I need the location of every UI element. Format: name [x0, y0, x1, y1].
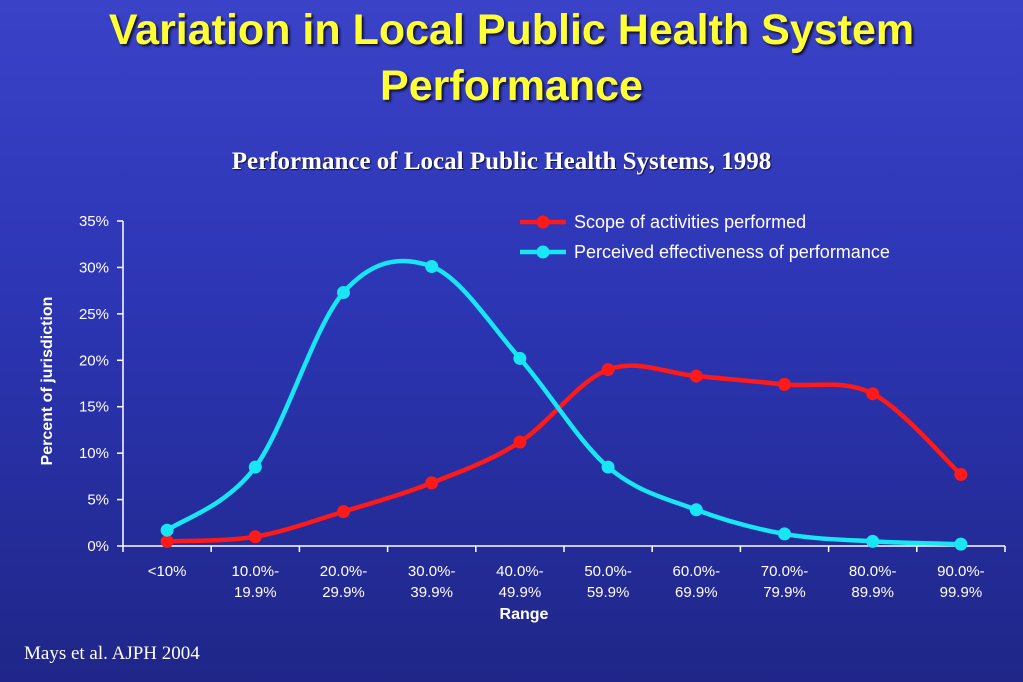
slide-title-line2: Performance	[380, 62, 643, 110]
slide-title: Variation in Local Public Health System …	[0, 2, 1023, 114]
chart-axes: 0% 5% 10% 15% 20% 25% 30% 35% <10% 10.0%-19.9% 20.…	[79, 213, 1006, 601]
data-point	[954, 537, 968, 551]
chart-title: Performance of Local Public Health Syste…	[231, 148, 772, 175]
y-tick-label: 5%	[87, 492, 109, 509]
citation: Mays et al. AJPH 2004	[24, 643, 200, 664]
data-point	[337, 286, 350, 299]
legend-swatch-marker	[536, 215, 550, 229]
y-axis-title: Percent of jurisdiction	[39, 297, 56, 466]
legend-label: Perceived effectiveness of performance	[574, 242, 890, 262]
data-point	[513, 351, 527, 365]
data-point	[425, 260, 439, 273]
data-point	[160, 523, 174, 537]
data-point	[248, 530, 262, 544]
data-point	[337, 505, 350, 519]
x-tick-label: 40.0%-49.9%	[496, 563, 544, 601]
x-tick-label: 70.0%-79.9%	[761, 563, 809, 601]
data-point	[689, 369, 703, 383]
chart-series	[160, 258, 968, 551]
data-point	[866, 534, 880, 548]
y-tick-label: 15%	[79, 399, 109, 416]
series-line-1	[164, 363, 964, 544]
x-tick-label: 60.0%-69.9%	[673, 563, 721, 601]
legend-label: Scope of activities performed	[574, 212, 806, 232]
data-point	[689, 503, 703, 517]
data-point	[601, 363, 615, 377]
y-tick-label: 20%	[79, 352, 109, 369]
data-point	[954, 468, 968, 481]
data-point	[160, 534, 174, 548]
legend-swatch-marker	[536, 245, 550, 259]
y-tick-label: 30%	[79, 259, 109, 276]
data-point	[866, 387, 880, 401]
x-tick-label: 80.0%-89.9%	[849, 563, 897, 601]
y-tick-label: 0%	[87, 538, 109, 555]
data-point	[425, 476, 439, 490]
data-point	[778, 527, 791, 541]
x-tick-label: 20.0%-29.9%	[320, 563, 368, 601]
y-tick-label: 25%	[79, 306, 109, 323]
y-tick-label: 10%	[79, 445, 109, 462]
x-tick-label: 50.0%-59.9%	[584, 563, 632, 601]
slide-title-line1: Variation in Local Public Health System	[108, 6, 915, 54]
x-tick-label: <10%	[148, 563, 187, 580]
y-tick-label: 35%	[79, 213, 109, 230]
data-point	[601, 460, 615, 474]
x-tick-label: 90.0%-99.9%	[937, 563, 985, 601]
x-tick-label: 10.0%-19.9%	[232, 563, 280, 601]
x-tick-label: 30.0%-39.9%	[408, 563, 456, 601]
x-axis-title: Range	[500, 606, 549, 623]
data-point	[778, 377, 791, 391]
chart-legend: Scope of activities performed Perceived e…	[520, 212, 890, 262]
data-point	[513, 435, 527, 449]
series-line-2	[164, 258, 964, 547]
data-point	[248, 460, 262, 474]
